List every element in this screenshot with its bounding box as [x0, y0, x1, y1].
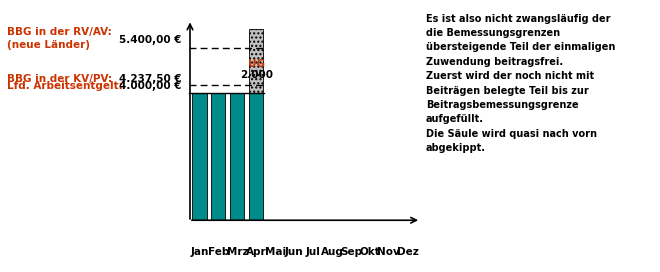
Text: BBG in der KV/PV:: BBG in der KV/PV: — [7, 74, 112, 84]
Text: BBG in der RV/AV:: BBG in der RV/AV: — [7, 27, 112, 37]
Text: Lfd. Arbeitsentgelt:: Lfd. Arbeitsentgelt: — [7, 81, 122, 91]
Bar — [249, 93, 263, 220]
Bar — [192, 93, 207, 220]
Bar — [249, 29, 263, 93]
Text: (neue Länder): (neue Länder) — [7, 39, 90, 50]
Bar — [230, 93, 244, 220]
Text: Es ist also nicht zwangsläufig der
die Bemessungsgrenzen
übersteigende Teil der : Es ist also nicht zwangsläufig der die B… — [426, 14, 615, 153]
Text: 4.237,50 €: 4.237,50 € — [119, 74, 182, 84]
Text: 2.000: 2.000 — [240, 70, 273, 80]
Bar — [211, 93, 226, 220]
Text: UG: UG — [248, 58, 265, 69]
Text: 4.000,00 €: 4.000,00 € — [119, 81, 182, 91]
Text: 5.400,00 €: 5.400,00 € — [119, 35, 182, 45]
